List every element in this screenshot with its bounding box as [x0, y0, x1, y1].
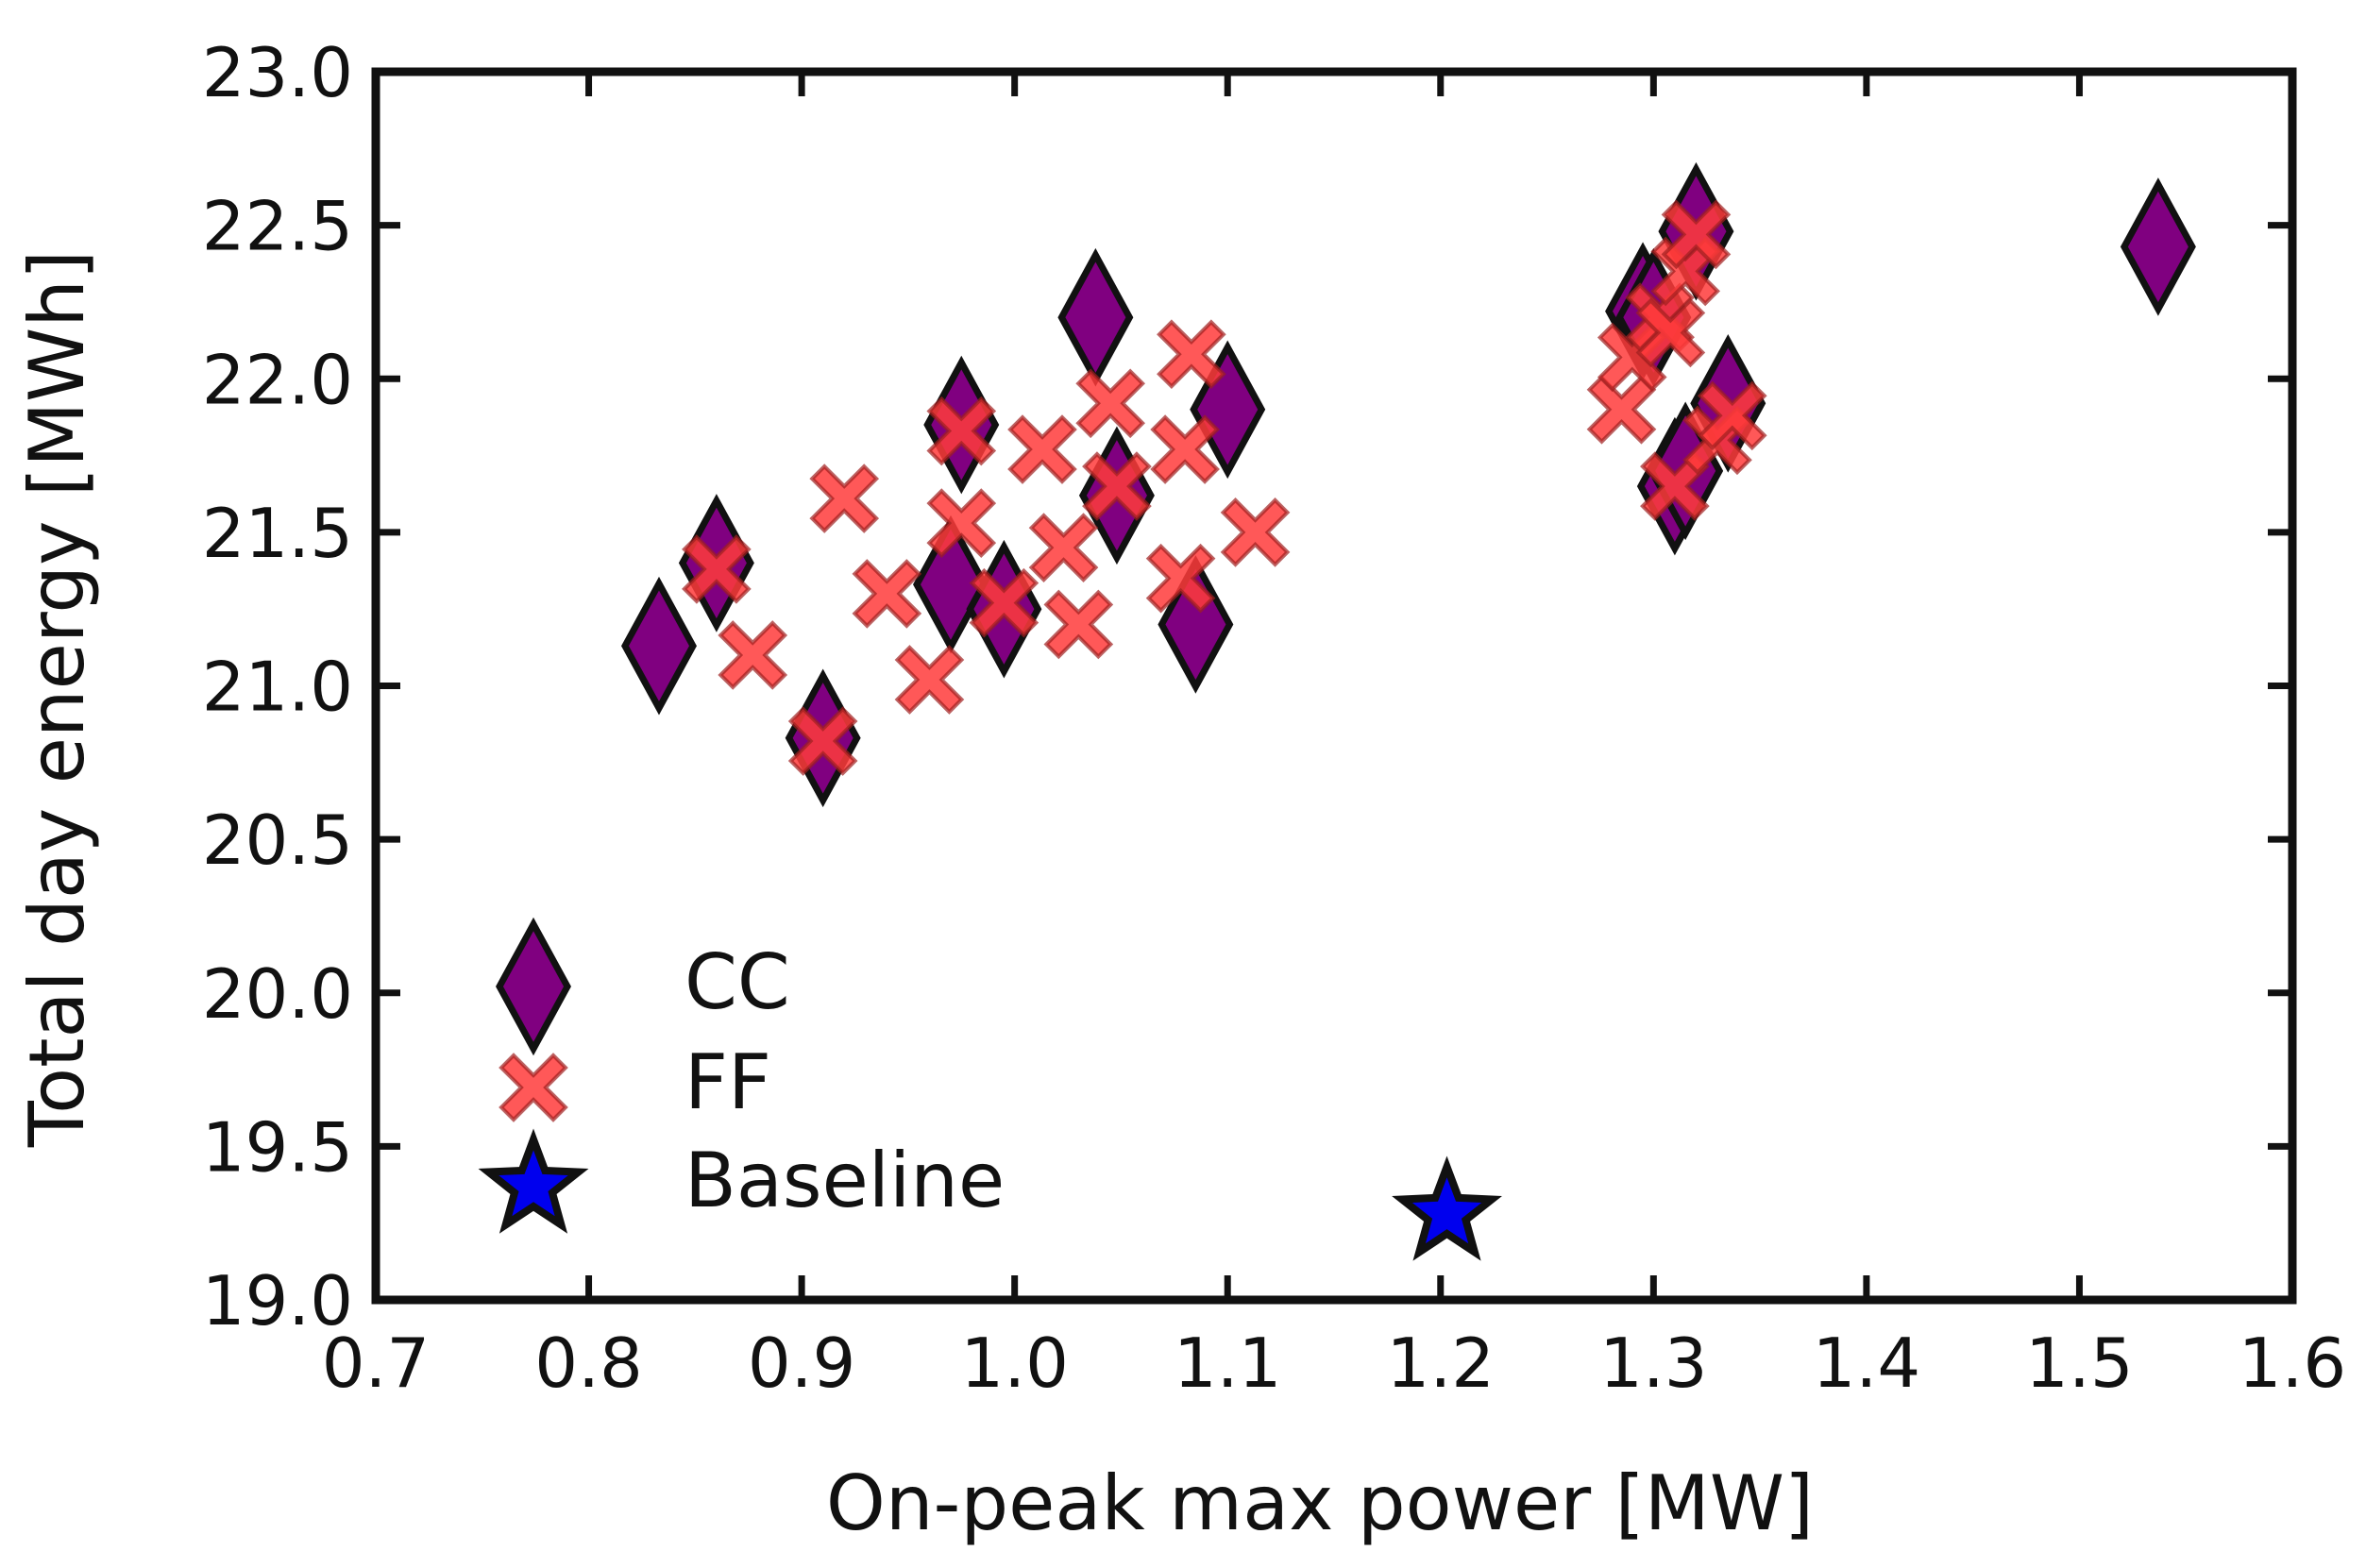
point-ff [682, 534, 752, 604]
x-tick-label: 1.3 [1599, 1324, 1708, 1403]
point-ff [852, 559, 922, 629]
point-ff [1028, 513, 1099, 582]
data-points [621, 161, 2196, 1261]
y-axis-label: Total day energy [MWh] [13, 250, 101, 1148]
legend-label-cc: CC [684, 938, 790, 1026]
point-ff [1661, 199, 1732, 270]
point-ff [926, 396, 997, 466]
y-tick-label: 22.0 [202, 340, 353, 419]
point-ff [1157, 319, 1226, 390]
x-tick-label: 1.5 [2025, 1324, 2134, 1403]
point-baseline [1392, 1155, 1502, 1261]
y-tick-label: 23.0 [202, 33, 353, 112]
series-baseline [1392, 1155, 1502, 1261]
point-ff [1635, 297, 1706, 368]
point-cc [2120, 177, 2196, 316]
legend-markers [478, 917, 589, 1234]
point-ff [787, 706, 858, 776]
point-ff [1145, 543, 1216, 614]
legend-label-ff: FF [684, 1038, 771, 1126]
x-tick-label: 1.2 [1387, 1324, 1496, 1403]
point-ff [969, 567, 1039, 638]
y-tick-label: 21.5 [202, 494, 353, 573]
legend-label-baseline: Baseline [684, 1137, 1005, 1224]
x-tick-label: 0.8 [534, 1324, 643, 1403]
y-tick-label: 19.0 [202, 1261, 353, 1340]
point-ff [1697, 380, 1767, 451]
point-ff [1220, 497, 1291, 567]
x-tick-label: 1.4 [1813, 1324, 1921, 1403]
point-ff [1043, 589, 1114, 660]
y-tick-label: 22.5 [202, 187, 353, 266]
x-tick-label: 0.7 [322, 1324, 431, 1403]
legend: CC FF Baseline [478, 917, 1005, 1234]
point-ff [1007, 414, 1077, 484]
x-tick-label: 0.9 [748, 1324, 856, 1403]
x-tick-label: 1.1 [1174, 1324, 1282, 1403]
point-ff [926, 488, 997, 558]
legend-marker-ff [499, 1053, 568, 1122]
point-ff [1082, 451, 1152, 521]
point-ff [809, 464, 880, 533]
point-ff [1075, 368, 1145, 439]
x-tick-label: 1.6 [2239, 1324, 2347, 1403]
point-ff [1586, 374, 1657, 445]
legend-marker-cc [496, 917, 571, 1056]
y-tick-label: 20.0 [202, 954, 353, 1034]
x-axis-label: On-peak max power [MW] [826, 1459, 1814, 1547]
y-tick-label: 21.0 [202, 648, 353, 727]
point-ff [894, 645, 965, 715]
legend-marker-baseline [478, 1128, 589, 1234]
point-cc [621, 576, 697, 716]
series-ff [682, 199, 1767, 776]
x-tick-label: 1.0 [960, 1324, 1069, 1403]
plot-frame [371, 67, 2297, 1305]
point-ff [1640, 451, 1710, 521]
y-tick-label: 19.5 [202, 1107, 353, 1187]
tick-labels: 0.7 0.8 0.9 1.0 1.1 1.2 1.3 1.4 1.5 1.6 19.0 19.5 20… [202, 33, 2347, 1403]
y-tick-label: 20.5 [202, 801, 353, 880]
point-ff [1150, 414, 1220, 484]
point-ff [718, 620, 788, 690]
